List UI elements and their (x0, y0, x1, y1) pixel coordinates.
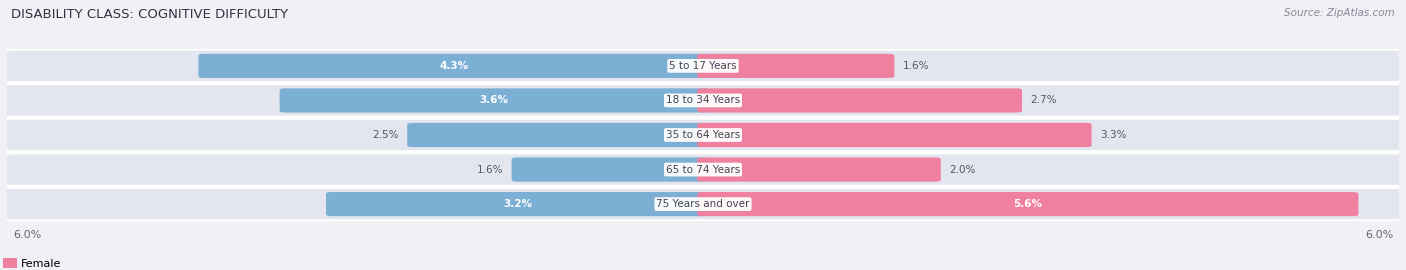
Text: 3.2%: 3.2% (503, 199, 531, 209)
FancyBboxPatch shape (0, 188, 1406, 221)
FancyBboxPatch shape (0, 119, 1406, 151)
FancyBboxPatch shape (0, 84, 1406, 117)
FancyBboxPatch shape (697, 123, 1091, 147)
FancyBboxPatch shape (697, 192, 1358, 216)
Text: 6.0%: 6.0% (1365, 230, 1393, 240)
FancyBboxPatch shape (198, 54, 709, 78)
Text: 65 to 74 Years: 65 to 74 Years (666, 164, 740, 175)
FancyBboxPatch shape (697, 54, 894, 78)
FancyBboxPatch shape (408, 123, 709, 147)
Text: 35 to 64 Years: 35 to 64 Years (666, 130, 740, 140)
Text: 4.3%: 4.3% (439, 61, 468, 71)
Text: Source: ZipAtlas.com: Source: ZipAtlas.com (1284, 8, 1395, 18)
Legend: Male, Female: Male, Female (0, 256, 63, 270)
FancyBboxPatch shape (697, 157, 941, 182)
FancyBboxPatch shape (326, 192, 709, 216)
FancyBboxPatch shape (0, 153, 1406, 186)
Text: 18 to 34 Years: 18 to 34 Years (666, 95, 740, 106)
Text: 75 Years and over: 75 Years and over (657, 199, 749, 209)
FancyBboxPatch shape (0, 49, 1406, 82)
Text: 3.3%: 3.3% (1099, 130, 1126, 140)
Text: 2.5%: 2.5% (373, 130, 399, 140)
Text: 2.0%: 2.0% (949, 164, 976, 175)
FancyBboxPatch shape (512, 157, 709, 182)
Text: DISABILITY CLASS: COGNITIVE DIFFICULTY: DISABILITY CLASS: COGNITIVE DIFFICULTY (11, 8, 288, 21)
Text: 6.0%: 6.0% (13, 230, 41, 240)
FancyBboxPatch shape (280, 88, 709, 113)
Text: 5 to 17 Years: 5 to 17 Years (669, 61, 737, 71)
Text: 2.7%: 2.7% (1031, 95, 1056, 106)
Text: 1.6%: 1.6% (903, 61, 929, 71)
Text: 5.6%: 5.6% (1014, 199, 1042, 209)
FancyBboxPatch shape (697, 88, 1022, 113)
Text: 1.6%: 1.6% (477, 164, 503, 175)
Text: 3.6%: 3.6% (479, 95, 509, 106)
